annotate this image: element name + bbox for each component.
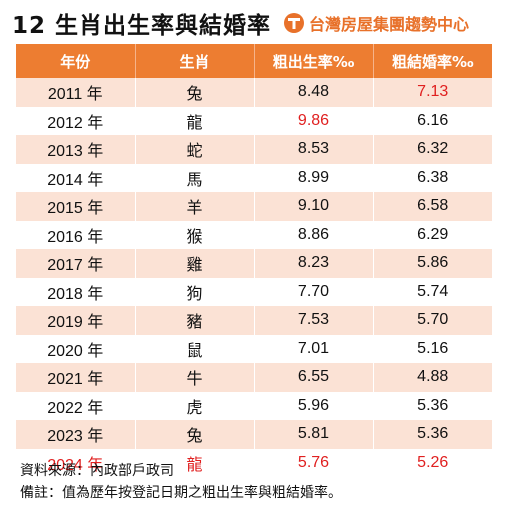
birth-rate-cell: 8.86 <box>254 220 374 249</box>
table-row: 2022 年虎 5.96 5.36 <box>16 391 492 420</box>
table-row: 2011 年兔 8.48 7.13 <box>16 78 492 107</box>
zodiac-cell: 龍 <box>135 106 255 135</box>
table-row: 2012 年龍 9.86 6.16 <box>16 106 492 135</box>
marriage-rate-cell: 6.32 <box>373 135 492 164</box>
marriage-rate-cell: 6.16 <box>373 106 492 135</box>
zodiac-cell: 兔 <box>135 78 255 107</box>
marriage-rate-cell: 5.36 <box>373 391 492 420</box>
year-cell: 2020 年 <box>16 334 136 363</box>
zodiac-cell: 兔 <box>135 420 255 449</box>
table-row: 2020 年鼠 7.01 5.16 <box>16 334 492 363</box>
birth-rate-cell: 7.53 <box>254 306 374 335</box>
zodiac-cell: 蛇 <box>135 135 255 164</box>
birth-rate-cell: 5.81 <box>254 420 374 449</box>
birth-rate-cell: 8.99 <box>254 163 374 192</box>
table-row: 2024 年龍 5.76 5.26 <box>16 448 492 477</box>
year-cell: 2021 年 <box>16 363 136 392</box>
table-row: 2017 年雞 8.23 5.86 <box>16 249 492 278</box>
marriage-rate-cell: 6.58 <box>373 192 492 221</box>
zodiac-cell: 牛 <box>135 363 255 392</box>
marriage-rate-cell: 4.88 <box>373 363 492 392</box>
year-cell: 2014 年 <box>16 163 136 192</box>
brand-name: 台灣房屋集團趨勢中心 <box>309 15 470 34</box>
table-row: 2015 年羊 9.10 6.58 <box>16 192 492 221</box>
page-title: 12 生肖出生率與結婚率 <box>12 13 272 39</box>
year-cell: 2013 年 <box>16 135 136 164</box>
column-header-marriage-rate: 粗結婚率‰ <box>373 44 492 78</box>
marriage-rate-cell: 5.16 <box>373 334 492 363</box>
marriage-rate-cell: 5.86 <box>373 249 492 278</box>
zodiac-cell: 豬 <box>135 306 255 335</box>
table-row: 2019 年豬 7.53 5.70 <box>16 306 492 335</box>
marriage-rate-cell: 5.26 <box>373 448 492 477</box>
birth-rate-cell: 5.96 <box>254 391 374 420</box>
zodiac-cell: 狗 <box>135 277 255 306</box>
brand-logo: 台灣房屋集團趨勢中心 <box>283 10 469 36</box>
source-note: 資料來源：內政部戶政司 <box>20 463 174 479</box>
marriage-rate-cell: 6.29 <box>373 220 492 249</box>
birth-rate-cell: 9.10 <box>254 192 374 221</box>
year-cell: 2016 年 <box>16 220 136 249</box>
marriage-rate-cell: 5.74 <box>373 277 492 306</box>
column-header-year: 年份 <box>16 44 136 78</box>
column-header-birth-rate: 粗出生率‰ <box>254 44 374 78</box>
table-row: 2021 年牛 6.55 4.88 <box>16 363 492 392</box>
birth-rate-cell: 8.53 <box>254 135 374 164</box>
birth-rate-cell: 7.01 <box>254 334 374 363</box>
year-cell: 2023 年 <box>16 420 136 449</box>
brand-logo-icon <box>284 13 304 33</box>
zodiac-cell: 羊 <box>135 192 255 221</box>
year-cell: 2012 年 <box>16 106 136 135</box>
birth-rate-cell: 6.55 <box>254 363 374 392</box>
birth-rate-cell: 5.76 <box>254 448 374 477</box>
birth-rate-cell: 8.23 <box>254 249 374 278</box>
marriage-rate-cell: 6.38 <box>373 163 492 192</box>
year-cell: 2022 年 <box>16 391 136 420</box>
table-row: 2016 年猴 8.86 6.29 <box>16 220 492 249</box>
table-row: 2018 年狗 7.70 5.74 <box>16 277 492 306</box>
birth-rate-cell: 8.48 <box>254 78 374 107</box>
year-cell: 2017 年 <box>16 249 136 278</box>
birth-rate-cell: 9.86 <box>254 106 374 135</box>
year-cell: 2019 年 <box>16 306 136 335</box>
year-cell: 2018 年 <box>16 277 136 306</box>
birth-rate-cell: 7.70 <box>254 277 374 306</box>
table-row: 2014 年馬 8.99 6.38 <box>16 163 492 192</box>
marriage-rate-cell: 5.36 <box>373 420 492 449</box>
zodiac-rates-table: 年份 生肖 粗出生率‰ 粗結婚率‰ 2011 年兔 8.48 7.13 2012 年龍… <box>16 44 492 477</box>
marriage-rate-cell: 7.13 <box>373 78 492 107</box>
zodiac-cell: 雞 <box>135 249 255 278</box>
remark-note: 備註：值為歷年按登記日期之粗出生率與粗結婚率。 <box>20 485 342 501</box>
zodiac-cell: 龍 <box>135 448 255 477</box>
column-header-zodiac: 生肖 <box>135 44 255 78</box>
year-cell: 2011 年 <box>16 78 136 107</box>
header: 12 生肖出生率與結婚率 台灣房屋集團趨勢中心 <box>0 0 508 44</box>
zodiac-cell: 鼠 <box>135 334 255 363</box>
year-cell: 2024 年 <box>16 448 136 477</box>
zodiac-cell: 猴 <box>135 220 255 249</box>
year-cell: 2015 年 <box>16 192 136 221</box>
footnotes: 資料來源：內政部戶政司 備註：值為歷年按登記日期之粗出生率與粗結婚率。 <box>20 460 342 504</box>
marriage-rate-cell: 5.70 <box>373 306 492 335</box>
table-row: 2013 年蛇 8.53 6.32 <box>16 135 492 164</box>
table-row: 2023 年兔 5.81 5.36 <box>16 420 492 449</box>
zodiac-cell: 馬 <box>135 163 255 192</box>
table-header-row: 年份 生肖 粗出生率‰ 粗結婚率‰ <box>16 44 492 78</box>
zodiac-cell: 虎 <box>135 391 255 420</box>
